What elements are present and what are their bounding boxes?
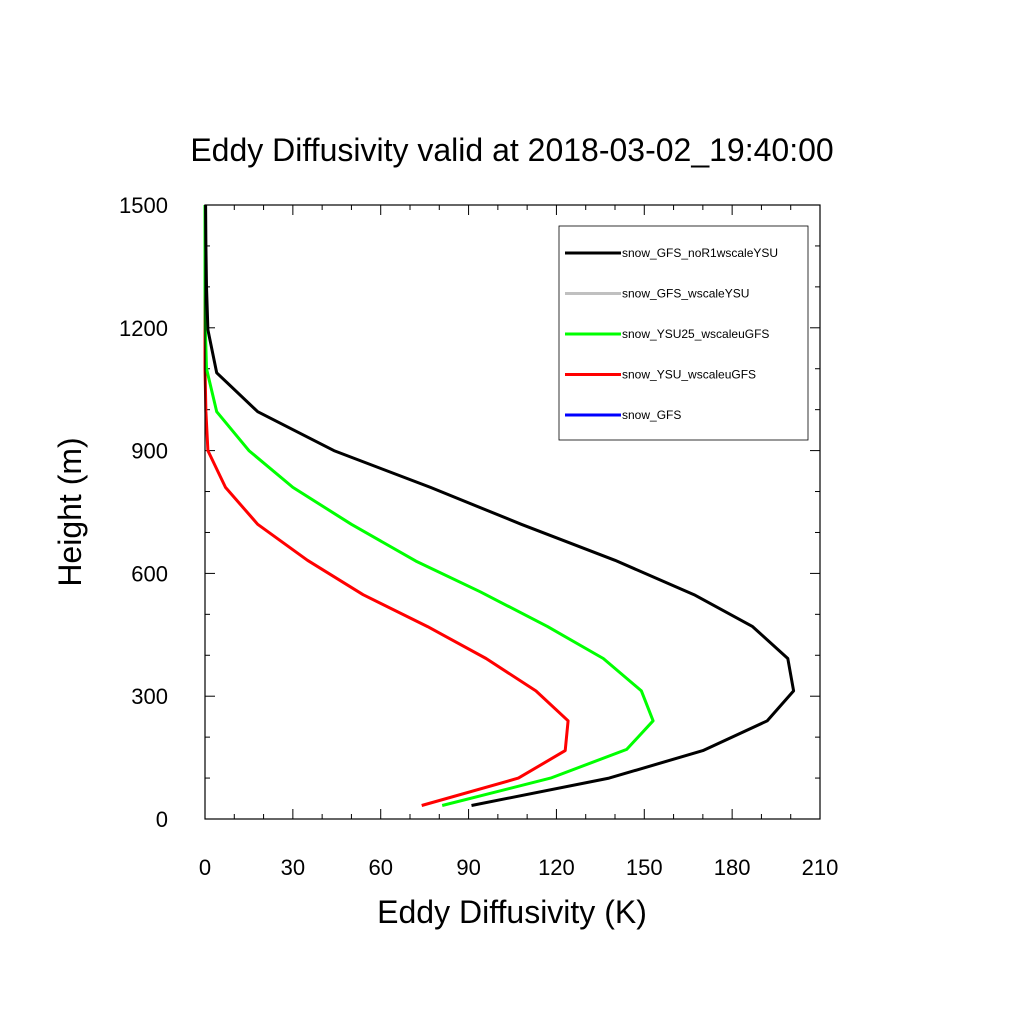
y-tick-label: 300 bbox=[131, 684, 168, 709]
y-tick-label: 1200 bbox=[119, 316, 168, 341]
x-tick-label: 60 bbox=[368, 855, 392, 880]
x-tick-label: 210 bbox=[802, 855, 839, 880]
y-axis-label: Height (m) bbox=[52, 437, 88, 586]
legend: snow_GFS_noR1wscaleYSU snow_GFS_wscaleYSU… bbox=[558, 225, 809, 441]
y-tick-label: 1500 bbox=[119, 193, 168, 218]
legend-label-snow-gfs-nor1wscaleysu: snow_GFS_noR1wscaleYSU bbox=[622, 246, 778, 260]
x-tick-label: 150 bbox=[626, 855, 663, 880]
y-tick-label: 900 bbox=[131, 439, 168, 464]
x-tick-label: 0 bbox=[199, 855, 211, 880]
legend-label-snow-ysu25-wscaleugfs: snow_YSU25_wscaleuGFS bbox=[622, 327, 769, 341]
axis-ticks: 0 30 60 90 120 150 180 210 0 300 600 900 1200 1500 bbox=[119, 193, 838, 880]
y-tick-label: 0 bbox=[156, 807, 168, 832]
legend-label-snow-ysu-wscaleugfs: snow_YSU_wscaleuGFS bbox=[622, 368, 756, 382]
y-tick-label: 600 bbox=[131, 561, 168, 586]
x-tick-label: 90 bbox=[456, 855, 480, 880]
chart-title: Eddy Diffusivity valid at 2018-03-02_19:… bbox=[190, 132, 833, 168]
x-tick-label: 180 bbox=[714, 855, 751, 880]
series-line-snow-ysu-wscaleugfs bbox=[203, 205, 570, 807]
series-line-snow-gfs-nor1wscaleysu bbox=[204, 204, 796, 807]
plot-frame bbox=[204, 204, 821, 820]
legend-label-snow-gfs: snow_GFS bbox=[622, 408, 681, 422]
legend-label-snow-gfs-wscaleysu: snow_GFS_wscaleYSU bbox=[622, 287, 749, 301]
x-axis-label: Eddy Diffusivity (K) bbox=[377, 894, 647, 930]
x-tick-label: 120 bbox=[538, 855, 575, 880]
x-tick-label: 30 bbox=[281, 855, 305, 880]
